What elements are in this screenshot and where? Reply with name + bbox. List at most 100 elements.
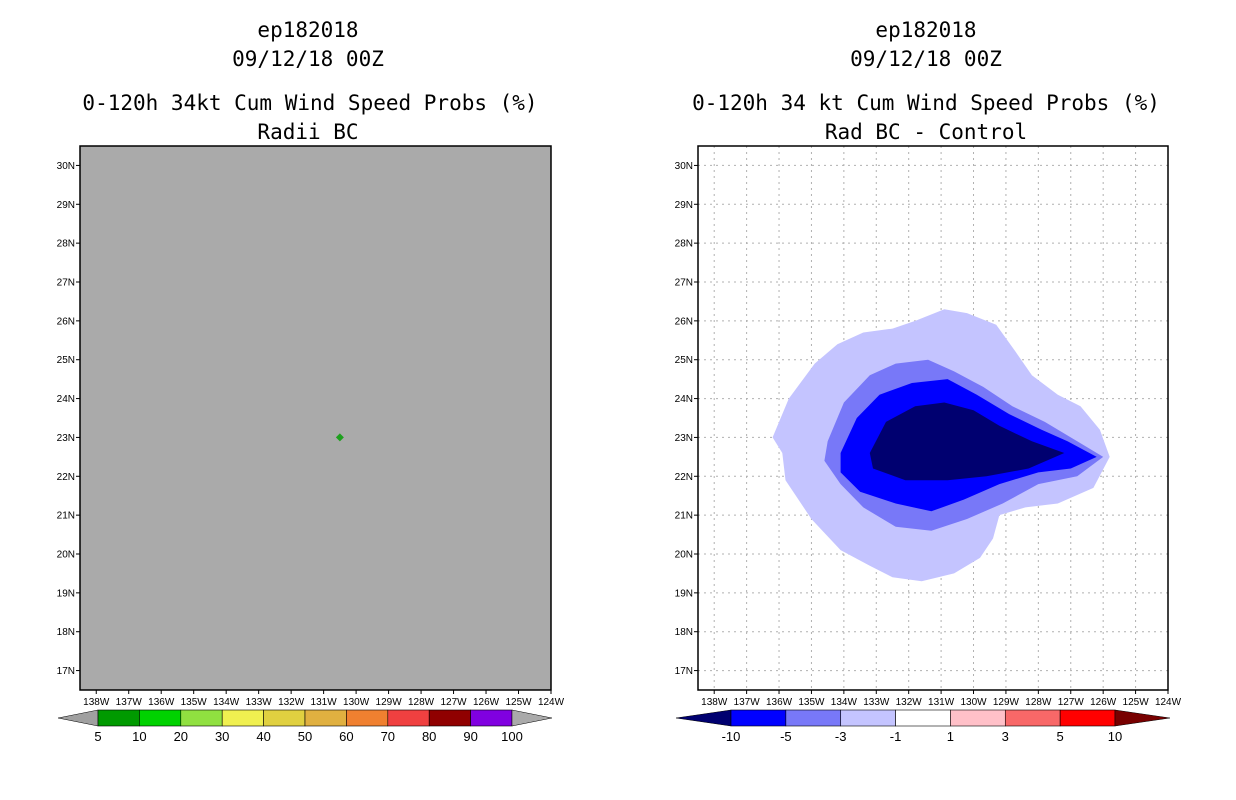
colorbar-box-3 <box>221 709 264 727</box>
y-tick-label-2: 19N <box>675 588 693 599</box>
x-tick-label-0: 138W <box>83 697 110 708</box>
colorbar-label-6: 60 <box>339 729 353 744</box>
x-tick-label-9: 129W <box>376 697 403 708</box>
x-tick-label-3: 135W <box>181 697 208 708</box>
colorbar-label-6: 5 <box>1057 729 1064 744</box>
colorbar-box-6 <box>346 709 389 727</box>
x-tick-label-6: 132W <box>278 697 305 708</box>
y-tick-label-8: 25N <box>675 355 693 366</box>
y-tick-label-4: 21N <box>675 511 693 522</box>
y-tick-label-9: 26N <box>57 316 75 327</box>
colorbar-box-4 <box>950 709 1006 727</box>
y-tick-label-5: 22N <box>675 472 693 483</box>
x-tick-label-10: 128W <box>1025 697 1052 708</box>
y-tick-label-10: 27N <box>675 278 693 289</box>
colorbar-box-4 <box>263 709 306 727</box>
colorbar-label-1: -5 <box>780 729 792 744</box>
x-tick-label-7: 131W <box>311 697 338 708</box>
colorbar-label-10: 100 <box>501 729 523 744</box>
x-tick-label-11: 127W <box>440 697 467 708</box>
x-tick-label-0: 138W <box>701 697 728 708</box>
x-tick-label-5: 133W <box>246 697 273 708</box>
x-tick-label-10: 128W <box>408 697 435 708</box>
left-title-date: 09/12/18 00Z <box>232 47 384 71</box>
left-title-subtitle: Radii BC <box>257 120 359 144</box>
x-tick-label-13: 125W <box>1123 697 1150 708</box>
colorbar-box-3 <box>895 709 951 727</box>
left-title-product: 0-120h 34kt Cum Wind Speed Probs (%) <box>82 91 538 115</box>
colorbar-box-0 <box>730 709 787 727</box>
y-tick-label-4: 21N <box>57 511 75 522</box>
y-tick-label-7: 24N <box>57 394 75 405</box>
y-tick-label-12: 29N <box>675 200 693 211</box>
colorbar-box-5 <box>1004 709 1061 727</box>
y-tick-label-6: 23N <box>57 433 75 444</box>
x-tick-label-6: 132W <box>896 697 923 708</box>
y-tick-label-6: 23N <box>675 433 693 444</box>
colorbar-box-9 <box>470 709 513 727</box>
colorbar-box-2 <box>840 709 896 727</box>
colorbar-box-6 <box>1059 709 1116 727</box>
x-tick-label-4: 134W <box>831 697 858 708</box>
x-tick-label-14: 124W <box>538 697 565 708</box>
y-tick-label-3: 20N <box>675 550 693 561</box>
y-tick-label-0: 17N <box>675 666 693 677</box>
right-title-storm: ep182018 <box>875 18 977 42</box>
x-tick-label-3: 135W <box>798 697 825 708</box>
x-tick-label-13: 125W <box>505 697 532 708</box>
colorbar-label-4: 1 <box>947 729 954 744</box>
x-tick-label-12: 126W <box>473 697 500 708</box>
y-tick-label-13: 30N <box>675 161 693 172</box>
colorbar-label-7: 70 <box>381 729 395 744</box>
y-tick-label-10: 27N <box>57 278 75 289</box>
colorbar-box-7 <box>387 709 430 727</box>
y-tick-label-3: 20N <box>57 550 75 561</box>
y-tick-label-7: 24N <box>675 394 693 405</box>
right-title-subtitle: Rad BC - Control <box>824 120 1028 144</box>
plot-frame <box>79 145 552 691</box>
x-tick-label-12: 126W <box>1090 697 1117 708</box>
y-tick-label-1: 18N <box>57 627 75 638</box>
colorbar-box-1 <box>785 709 842 727</box>
left-plot: 17N 18N 19N 20N 21N 22N 23N 24N 25N 26N 27N 28N 29N 3… <box>57 145 565 708</box>
x-tick-label-1: 137W <box>116 697 143 708</box>
x-tick-label-7: 131W <box>928 697 955 708</box>
left-title-storm: ep182018 <box>257 18 359 42</box>
x-tick-label-11: 127W <box>1058 697 1085 708</box>
x-tick-label-4: 134W <box>213 697 240 708</box>
x-tick-label-14: 124W <box>1155 697 1182 708</box>
right-title-product: 0-120h 34 kt Cum Wind Speed Probs (%) <box>692 91 1160 115</box>
feature-marker-0 <box>335 433 344 442</box>
y-tick-label-5: 22N <box>57 472 75 483</box>
x-tick-label-5: 133W <box>863 697 890 708</box>
y-tick-label-1: 18N <box>675 627 693 638</box>
right-title-date: 09/12/18 00Z <box>850 47 1002 71</box>
y-tick-label-11: 28N <box>57 239 75 250</box>
colorbar-label-3: -1 <box>890 729 902 744</box>
colorbar-arrow-low <box>57 709 99 727</box>
x-tick-label-8: 130W <box>960 697 987 708</box>
left-colorbar: 5 10 20 30 40 50 60 70 80 90 100 <box>57 709 553 744</box>
x-tick-label-8: 130W <box>343 697 370 708</box>
x-tick-label-1: 137W <box>734 697 761 708</box>
colorbar-box-1 <box>139 709 182 727</box>
contour-3 <box>869 402 1065 481</box>
right-plot: 17N 18N 19N 20N 21N 22N 23N 24N 25N 26N 27N 28N 29N 3… <box>675 145 1182 708</box>
colorbar-label-2: 20 <box>174 729 188 744</box>
y-tick-label-2: 19N <box>57 588 75 599</box>
colorbar-label-0: 5 <box>94 729 101 744</box>
colorbar-box-8 <box>428 709 471 727</box>
colorbar-arrow-high <box>1114 709 1171 727</box>
x-tick-label-2: 136W <box>766 697 793 708</box>
x-tick-label-9: 129W <box>993 697 1020 708</box>
right-colorbar: -10 -5 -3 -1 1 3 5 10 <box>675 709 1171 744</box>
y-tick-label-13: 30N <box>57 161 75 172</box>
y-tick-label-8: 25N <box>57 355 75 366</box>
plot-frame <box>697 145 1169 691</box>
colorbar-label-8: 80 <box>422 729 436 744</box>
colorbar-box-0 <box>97 709 140 727</box>
colorbar-label-4: 40 <box>256 729 270 744</box>
colorbar-box-2 <box>180 709 223 727</box>
y-tick-label-9: 26N <box>675 316 693 327</box>
